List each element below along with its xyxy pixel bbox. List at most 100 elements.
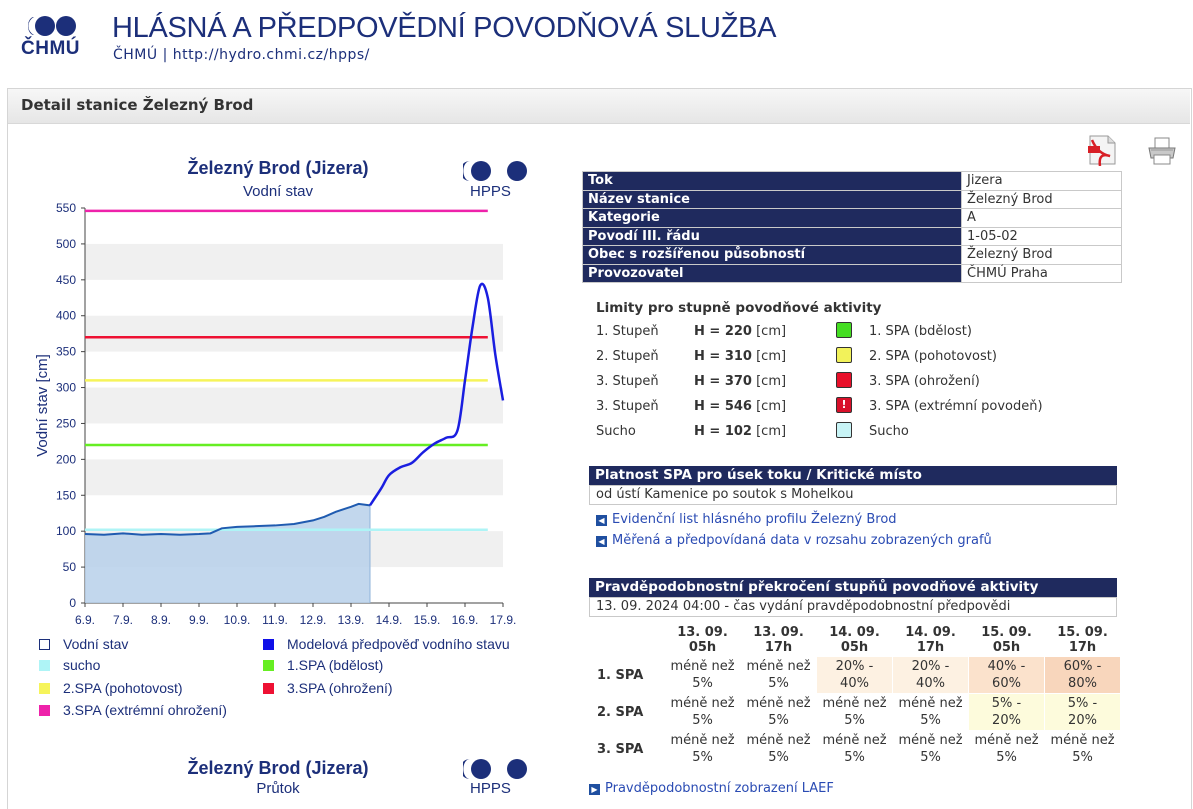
chmu-logo (28, 16, 76, 36)
limit-stage: 1. Stupeň (596, 324, 659, 339)
probability-column-header: 13. 09. 05h (677, 625, 728, 655)
station-info-key: Kategorie (582, 208, 962, 228)
probability-cell: méně než 5% (664, 656, 741, 694)
probability-row: 1. SPA méně než 5% méně než 5% 20% -40% 20% -4… (588, 656, 1121, 694)
limit-height: H = 220 [cm] (694, 324, 787, 339)
x-tick-label: 12.9. (300, 613, 327, 627)
legend-swatch (39, 639, 50, 650)
legend-swatch (263, 660, 274, 671)
probability-column-header: 14. 09. 17h (905, 625, 956, 655)
probability-cell: méně než 5% (664, 730, 741, 768)
station-info-row: Kategorie A (582, 208, 1122, 228)
hpps-label: HPPS (470, 780, 511, 797)
legend-swatch (263, 639, 274, 650)
probability-issued: 13. 09. 2024 04:00 - čas vydání pravděpo… (589, 597, 1117, 617)
grid-band (85, 459, 503, 496)
hpps-logo (463, 759, 527, 779)
limit-height: H = 102 [cm] (694, 424, 787, 439)
probability-cell: méně než 5% (892, 730, 969, 768)
probability-cell: 20% -40% (816, 656, 893, 694)
x-tick-label: 11.9. (262, 613, 288, 627)
y-tick-label: 400 (56, 309, 76, 323)
limit-color-swatch (836, 422, 852, 438)
probability-row-label: 3. SPA (588, 730, 665, 768)
limit-color-swatch (836, 347, 852, 363)
x-tick-label: 10.9. (224, 613, 251, 627)
station-info-row: Povodí III. řádu 1-05-02 (582, 226, 1122, 246)
x-tick-label: 9.9. (189, 613, 209, 627)
x-tick-label: 7.9. (113, 613, 133, 627)
legend-swatch (39, 683, 50, 694)
probability-table: 13. 09. 05h 13. 09. 17h 14. 09. 05h 14. 09. 17h… (588, 624, 1121, 768)
station-info-key: Tok (582, 171, 962, 191)
limit-color-swatch: ! (836, 397, 852, 413)
probability-column-header: 14. 09. 05h (829, 625, 880, 655)
limit-stage: 3. Stupeň (596, 374, 659, 389)
limit-stage: 2. Stupeň (596, 349, 659, 364)
limit-stage: 3. Stupeň (596, 399, 659, 414)
station-info-key: Povodí III. řádu (582, 226, 962, 246)
y-tick-label: 300 (56, 381, 76, 395)
station-info-value: Jizera (961, 171, 1122, 191)
chart2-subtitle: Průtok (256, 780, 300, 797)
limits-title: Limity pro stupně povodňové aktivity (596, 300, 882, 316)
x-tick-label: 17.9. (490, 613, 517, 627)
grid-band (85, 315, 503, 352)
x-tick-label: 16.9. (452, 613, 479, 627)
legend-label: sucho (63, 657, 101, 673)
validity-header: Platnost SPA pro úsek toku / Kritické mí… (589, 466, 1117, 485)
x-tick-label: 15.9. (414, 613, 441, 627)
site-subtitle: ČHMÚ | http://hydro.chmi.cz/hpps/ (113, 47, 370, 63)
probability-cell: méně než 5% (1044, 730, 1121, 768)
probability-column-header: 15. 09. 17h (1057, 625, 1108, 655)
measured-data-link[interactable]: ◀ Měřená a předpovídaná data v rozsahu zo… (596, 533, 992, 548)
station-info-row: Název stanice Železný Brod (582, 189, 1122, 209)
station-info-value: A (961, 208, 1122, 228)
limit-label: Sucho (869, 424, 909, 439)
x-tick-label: 8.9. (151, 613, 171, 627)
station-panel (7, 88, 1192, 809)
grid-band (85, 387, 503, 424)
grid-band (85, 243, 503, 280)
pdf-icon[interactable] (1086, 134, 1118, 166)
printer-icon[interactable] (1146, 136, 1178, 166)
hpps-logo (463, 161, 527, 181)
station-info-value: 1-05-02 (961, 226, 1122, 246)
limit-label: 2. SPA (pohotovost) (869, 349, 997, 364)
y-tick-label: 200 (56, 452, 76, 466)
probability-cell: 60% -80% (1044, 656, 1121, 694)
limit-color-swatch (836, 322, 852, 338)
y-tick-label: 50 (63, 560, 77, 574)
probability-cell: 40% -60% (968, 656, 1045, 694)
arrow-right-icon: ▶ (589, 784, 600, 795)
arrow-left-icon: ◀ (596, 536, 607, 547)
legend-label: 1.SPA (bdělost) (287, 657, 384, 673)
y-tick-label: 500 (56, 237, 76, 251)
panel-header (8, 89, 1190, 124)
legend-label: 3.SPA (extrémní ohrožení) (63, 702, 227, 718)
water-level-chart: 0 50 100 150 200 250 300 350 400 450 500 550 6.9. 7.9… (34, 201, 517, 627)
x-tick-label: 14.9. (376, 613, 403, 627)
limit-label: 3. SPA (extrémní povodeň) (869, 399, 1043, 414)
probability-cell: méně než 5% (892, 693, 969, 731)
y-axis-label: Vodní stav [cm] (34, 354, 51, 457)
legend-swatch (263, 683, 274, 694)
y-tick-label: 350 (56, 345, 76, 359)
y-tick-label: 250 (56, 416, 76, 430)
y-tick-label: 150 (56, 488, 76, 502)
probability-row-label: 2. SPA (588, 693, 665, 731)
hpps-label: HPPS (470, 183, 511, 200)
y-tick-label: 0 (69, 596, 76, 610)
logo-text: ČHMÚ (21, 38, 80, 59)
laef-link[interactable]: ▶ Pravděpodobnostní zobrazení LAEF (589, 781, 834, 796)
station-info-value: ČHMÚ Praha (961, 263, 1122, 283)
station-info-value: Železný Brod (961, 189, 1122, 209)
probability-column-header: 13. 09. 17h (753, 625, 804, 655)
probability-cell: méně než 5% (740, 693, 817, 731)
probability-cell: méně než 5% (816, 693, 893, 731)
evidence-list-link[interactable]: ◀ Evidenční list hlásného profilu Železný… (596, 512, 897, 527)
probability-cell: 20% -40% (892, 656, 969, 694)
chart-title: Železný Brod (Jizera) (187, 158, 369, 178)
probability-header: Pravděpodobnostní překročení stupňů povo… (589, 578, 1117, 597)
probability-row-label: 1. SPA (588, 656, 665, 694)
